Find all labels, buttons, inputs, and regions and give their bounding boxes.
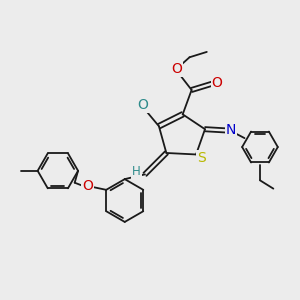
Text: O: O	[171, 62, 182, 76]
Text: O: O	[212, 76, 223, 90]
Text: O: O	[82, 179, 93, 193]
Text: S: S	[197, 151, 206, 165]
Text: N: N	[226, 123, 236, 137]
Text: H: H	[132, 166, 141, 178]
Text: O: O	[137, 98, 148, 112]
